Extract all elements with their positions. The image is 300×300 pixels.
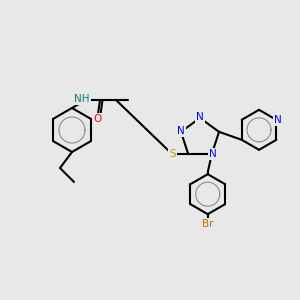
Text: NH: NH <box>74 94 90 104</box>
Text: N: N <box>209 149 217 159</box>
Text: N: N <box>177 126 185 136</box>
Text: N: N <box>196 112 204 122</box>
Text: N: N <box>274 115 282 125</box>
Text: Br: Br <box>202 219 214 229</box>
Text: S: S <box>169 149 175 159</box>
Text: O: O <box>94 114 102 124</box>
